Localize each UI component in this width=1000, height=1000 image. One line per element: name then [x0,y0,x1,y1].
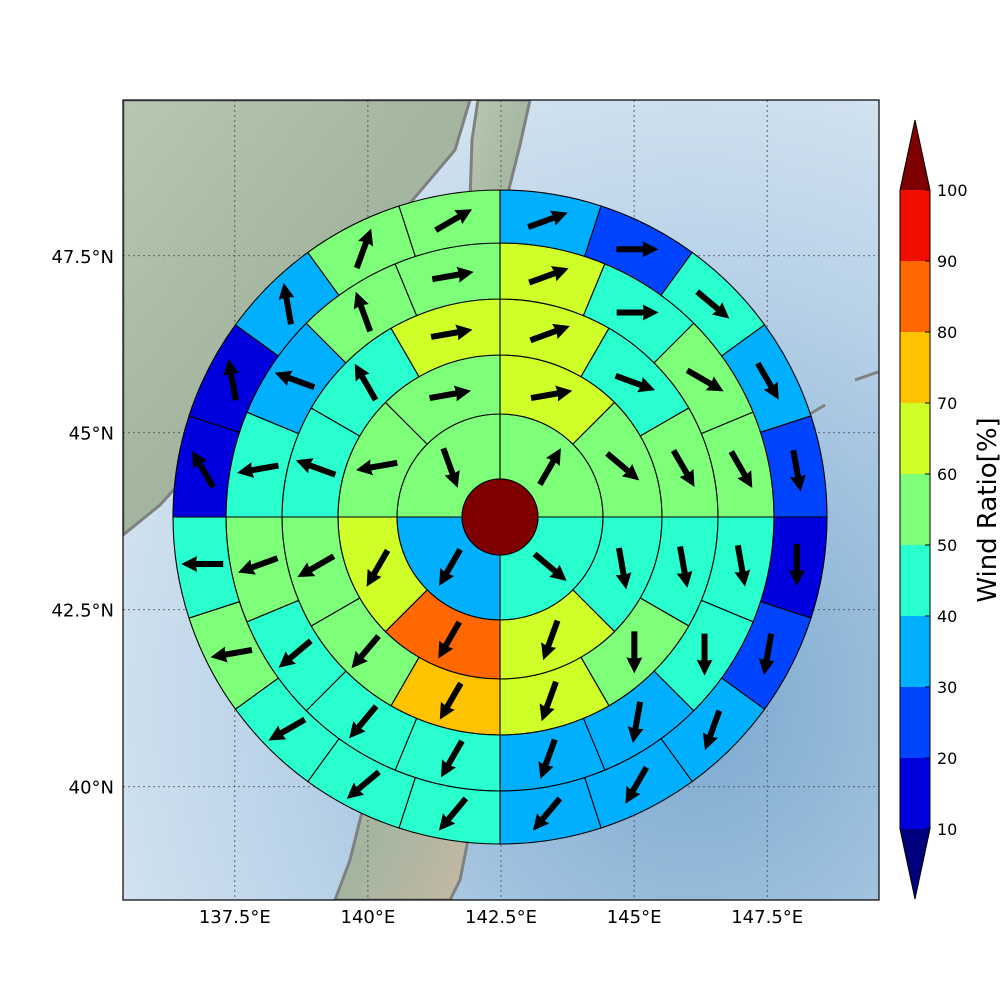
longitude-tick-labels: 137.5°E 140°E 142.5°E 145°E 147.5°E [199,907,803,928]
wind-direction-arrow [353,228,374,270]
wind-direction-arrow [616,241,659,258]
colorbar-band [900,190,930,261]
wind-direction-arrow [532,551,567,581]
longitude-tick-label: 140°E [341,907,396,928]
latitude-tick-labels: 40°N 42.5°N 45°N 47.5°N [51,247,114,799]
wind-direction-arrow [528,266,569,286]
wind-direction-arrow [439,548,463,586]
wind-direction-arrow [755,361,779,400]
longitude-tick-label: 137.5°E [199,907,271,928]
wind-direction-arrow [238,555,279,575]
wind-direction-arrow [210,646,253,663]
wind-direction-arrow [295,458,337,478]
colorbar-tick-labels: 10 20 30 40 50 60 70 80 90 100 [937,181,968,839]
wind-direction-arrow [670,449,695,487]
wind-direction-arrow [685,367,724,392]
wind-direction-arrow [278,638,313,668]
wind-direction-arrow [429,385,471,402]
colorbar-band [900,545,930,616]
map-frame [122,99,880,901]
latitude-tick-label: 40°N [69,778,114,799]
center-cell [461,478,539,556]
colorbar-tick-label: 60 [937,465,957,484]
wind-direction-arrow [537,448,561,486]
wind-direction-arrow [438,796,469,831]
wind-direction-arrow [702,709,723,751]
colorbar-tick-label: 30 [937,678,957,697]
wind-direction-arrow [366,548,391,587]
latitude-tick-label: 42.5°N [51,601,114,622]
wind-direction-arrow [441,739,465,778]
wind-direction-arrow [530,385,573,402]
wind-direction-arrow [431,266,474,283]
wind-direction-arrow [695,289,730,319]
wind-direction-arrow [605,451,640,481]
wind-direction-arrow [728,450,753,489]
wind-direction-arrow [351,634,381,669]
wind-direction-arrow [758,633,775,676]
wind-direction-arrow [541,619,561,661]
wind-direction-arrow [614,372,656,393]
wind-direction-arrow [354,363,379,402]
wind-direction-arrow [788,544,805,587]
wind-direction-arrow [268,716,307,741]
wind-direction-arrow [734,544,751,587]
wind-direction-arrow [532,796,563,831]
colorbar-under-extension [900,829,930,899]
colorbar-tick-label: 90 [937,252,957,271]
wind-direction-arrow [438,620,462,659]
wind-direction-arrow [696,633,713,676]
wind-direction-arrow [676,545,693,588]
wind-direction-arrow [278,282,295,325]
wind-direction-arrow [434,209,473,233]
wind-direction-arrow [223,358,240,401]
wind-direction-arrow [529,323,570,344]
colorbar-tick-label: 100 [937,181,968,200]
colorbar-tick-label: 70 [937,394,957,413]
colorbar-band [900,261,930,332]
colorbar-tick-label: 50 [937,536,957,555]
colorbar-band [900,616,930,687]
wind-direction-arrow [616,304,659,321]
colorbar-band [900,758,930,829]
wind-direction-arrow [440,447,460,488]
longitude-tick-label: 147.5°E [731,907,803,928]
colorbar-over-extension [900,120,930,190]
wind-direction-arrow [527,210,568,230]
wind-direction-arrow [615,547,632,590]
latitude-tick-label: 45°N [69,424,114,445]
colorbar-tick-label: 20 [937,749,957,768]
wind-direction-arrow [297,553,336,578]
wind-direction-arrow [430,324,473,341]
wind-direction-arrow [626,631,643,674]
colorbar-tick-label: 80 [937,323,957,342]
wind-direction-arrow [625,765,650,804]
wind-direction-arrow [355,459,398,476]
wind-direction-arrow [439,681,464,720]
wind-direction-arrow [349,704,379,739]
longitude-tick-label: 145°E [607,907,662,928]
wind-direction-arrow [789,449,806,492]
colorbar-band [900,403,930,474]
wind-direction-arrow [538,738,558,779]
colorbar-label: Wind Ratio[%] [973,417,1000,602]
colorbar [899,119,931,900]
wind-direction-arrow [237,462,279,478]
wind-direction-arrow [539,680,559,722]
wind-direction-arrow [627,701,644,744]
wind-direction-arrow [181,556,224,573]
colorbar-band [900,474,930,545]
wind-direction-arrow [192,450,216,489]
latitude-tick-label: 47.5°N [51,247,114,268]
wind-direction-arrows [181,209,806,831]
colorbar-tick-label: 10 [937,820,957,839]
colorbar-tick-label: 40 [937,607,957,626]
wind-direction-arrow [353,291,373,333]
colorbar-band [900,687,930,758]
wind-direction-arrow [346,769,381,799]
colorbar-band [900,332,930,403]
wind-direction-arrow [274,370,316,390]
longitude-tick-label: 142.5°E [465,907,537,928]
